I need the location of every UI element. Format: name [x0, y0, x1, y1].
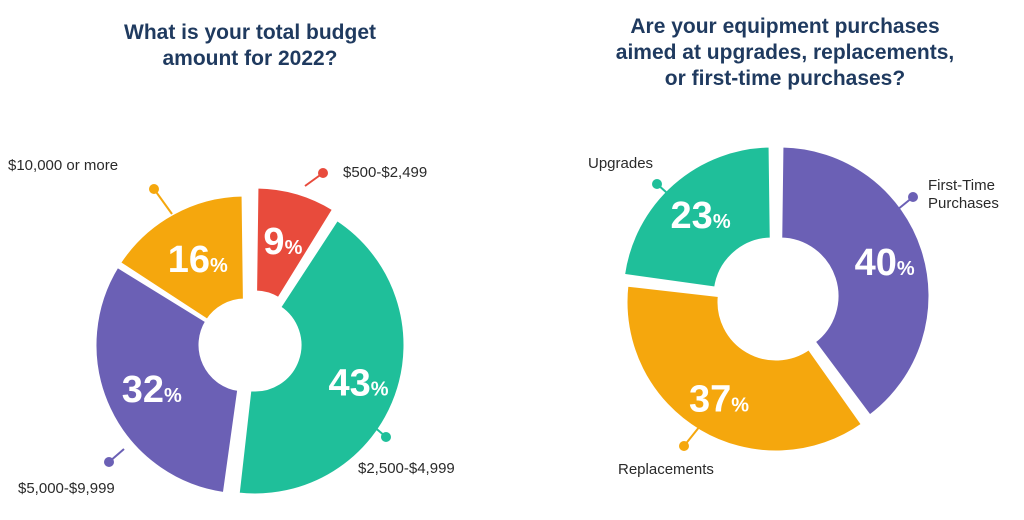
donut-chart-2: 40% First-Time Purchases 37% Replacements 23%…: [588, 144, 999, 478]
chart-title-budget: What is your total budget amount for 202…: [124, 21, 376, 70]
callout-dot-first-time-purchases: [908, 192, 918, 202]
data-label-replacements: 37%: [689, 378, 749, 420]
category-label-5-000-9-999: $5,000-$9,999: [18, 480, 115, 497]
slice-5-000-9-999: [93, 264, 241, 496]
data-label-500-2-499: 9%: [263, 221, 302, 263]
callout-dot-5-000-9-999: [104, 457, 114, 467]
chart-title-purchases: Are your equipment purchases aimed at up…: [615, 15, 955, 90]
slice-10-000-or-more: [117, 193, 246, 323]
category-label-10-000-or-more: $10,000 or more: [8, 157, 118, 174]
callout-dot-2-500-4-999: [381, 432, 391, 442]
donut-chart-1: 9% $500-$2,499 43% $2,500-$4,999 32% $5,000-$…: [8, 157, 455, 497]
category-label-2-500-4-999: $2,500-$4,999: [358, 460, 455, 477]
slice-500-2-499: [254, 185, 336, 301]
callout-dot-replacements: [679, 441, 689, 451]
callout-dot-upgrades: [652, 179, 662, 189]
category-label-upgrades: Upgrades: [588, 155, 653, 172]
data-label-10-000-or-more: 16%: [168, 239, 228, 281]
slice-first-time-purchases: [779, 144, 932, 419]
callout-dot-10-000-or-more: [149, 184, 159, 194]
slice-replacements: [624, 283, 865, 454]
category-label-first-time-purchases: First-Time Purchases: [928, 177, 999, 212]
category-label-500-2-499: $500-$2,499: [343, 164, 427, 181]
data-label-upgrades: 23%: [671, 195, 731, 237]
callout-line-10-000-or-more: [153, 188, 173, 215]
category-label-replacements: Replacements: [618, 461, 714, 478]
slice-upgrades: [621, 144, 773, 290]
data-label-first-time-purchases: 40%: [855, 242, 915, 284]
data-label-5-000-9-999: 32%: [122, 369, 182, 411]
callout-dot-500-2-499: [318, 168, 328, 178]
slice-2-500-4-999: [236, 217, 407, 497]
data-label-2-500-4-999: 43%: [328, 362, 388, 404]
